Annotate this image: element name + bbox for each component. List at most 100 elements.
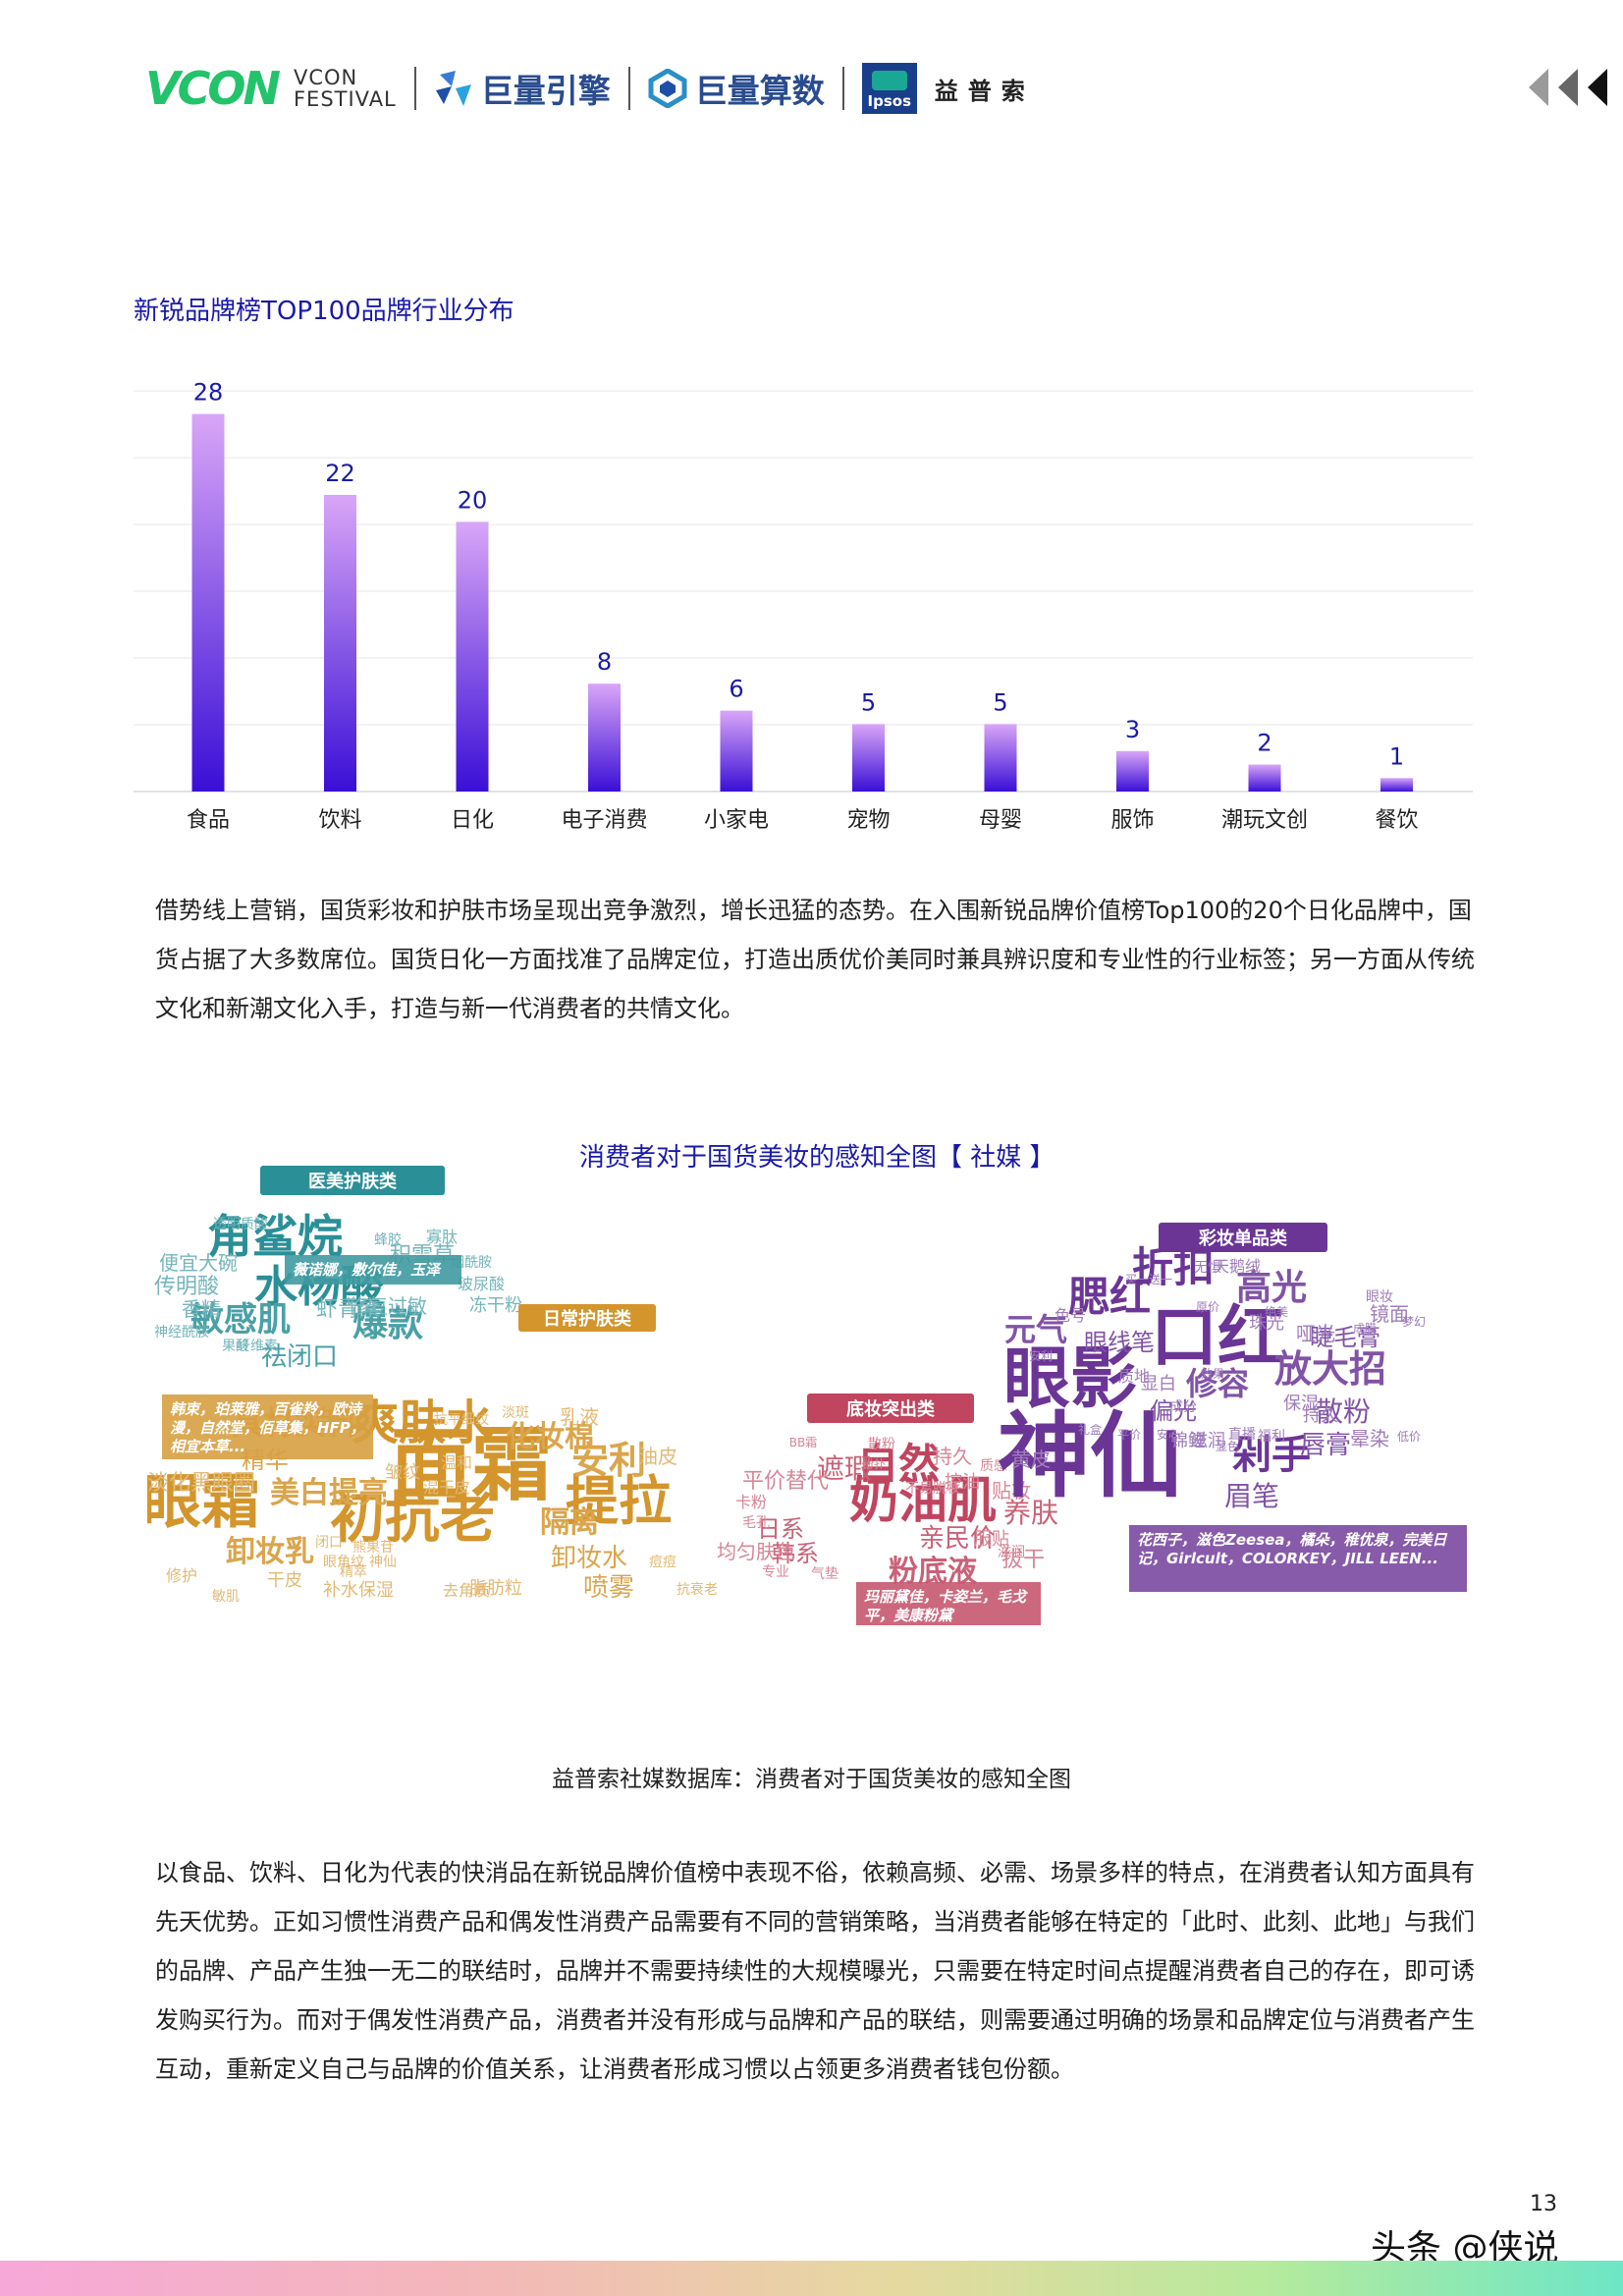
bar [324,494,356,792]
wordcloud-word: 提拉 [566,1470,672,1532]
back-arrows-icon [1529,69,1607,106]
vcon-text-line1: VCON [293,66,358,89]
wordcloud-word: 平价 [1117,1428,1141,1442]
wordcloud-word: 抗衰老 [676,1581,718,1598]
wordcloud-group-tag [1159,1223,1327,1252]
wordcloud-word: 买一送一 [1125,1272,1172,1286]
wordcloud-word: 散粉 [868,1437,895,1452]
wordcloud-word: 修容 [1185,1365,1249,1402]
wordcloud-word: 面霜 [391,1419,552,1512]
wordcloud-word: 滋润 [1190,1431,1225,1451]
wordcloud-word: 眼影 [1003,1340,1137,1418]
wordcloud-word: 贴妆 [992,1479,1031,1503]
wordcloud-word: 隔离 [540,1505,599,1540]
bar-value-label: 28 [193,379,224,407]
wordcloud-word: 直播 [1228,1426,1256,1443]
wordcloud-word: 日系 [757,1515,804,1543]
wordcloud-word: 安心 [1157,1427,1180,1442]
wordcloud-word: 抗平细纹 [434,1412,489,1428]
wordcloud-brand-box [856,1582,1041,1625]
wordcloud-word: 睫毛膏 [1310,1324,1380,1351]
wordcloud-word: 虾青素 [316,1297,381,1322]
wordcloud-word: 神仙 [369,1555,397,1570]
wordcloud-word: 服贴 [974,1529,1009,1550]
wordcloud-word: 持久 [1303,1405,1338,1426]
wordcloud-word: 冻干粉 [469,1295,522,1316]
wordcloud-word: 持久 [933,1445,972,1468]
wordcloud-title: 消费者对于国货美妆的感知全图【 社媒 】 [579,1143,1055,1173]
category-label: 日化 [451,808,494,833]
category-label: 宠物 [846,808,890,833]
wordcloud-word: 角鲨烷 [207,1210,343,1263]
wordcloud-word: 透明质酸 [213,1217,268,1232]
bar [1116,750,1149,792]
wordcloud-group-tag-label: 医美护肤类 [308,1171,398,1192]
wordcloud-word: 遮瑕 [817,1452,872,1485]
wordcloud-word: 不易脱妆 [905,1481,960,1497]
wordcloud-word: 眼角纹 [323,1555,364,1570]
wordcloud-word: 色号 [1055,1306,1086,1325]
category-label: 饮料 [318,808,361,833]
vcon-logo: VCON VCON FESTIVAL [145,62,397,115]
wordcloud-word: 成膜 [1353,1322,1377,1336]
wordcloud-word: 绝美 [1265,1304,1288,1319]
wordcloud-word: 油皮 [638,1445,677,1468]
wordcloud-brand-box [1129,1525,1467,1592]
wordcloud-word: 化妆棉 [506,1420,594,1454]
vcon-text-line2: FESTIVAL [293,87,397,111]
wordcloud-word: 梦幻 [1402,1315,1426,1329]
category-label: 电子消费 [561,808,647,833]
wordcloud-word: 痘痘 [649,1555,676,1570]
wordcloud-word: 韩系 [772,1540,819,1567]
wordcloud-word: 保湿 [1283,1394,1319,1414]
wordcloud-brand-text: 花西子，滋色Zeesea，橘朵，稚优泉，完美日记，Girlcult，COLORK… [1137,1531,1447,1567]
wordcloud-word: 卸妆水 [551,1544,627,1573]
wordcloud-word: 精萃 [340,1564,367,1580]
wordcloud-word: 显白 [1141,1374,1176,1394]
intro-paragraph: 借势线上营销，国货彩妆和护肤市场呈现出竞争激烈，增长迅猛的态势。在入围新锐品牌价… [155,897,1475,1022]
category-label: 食品 [187,808,230,833]
wordcloud-word: 修护 [166,1566,197,1585]
bar-value-label: 1 [1389,742,1404,770]
wordcloud-word: 亲民价 [919,1524,996,1554]
chart-title: 新锐品牌榜TOP100品牌行业分布 [134,297,514,326]
wordcloud-word: 修复过敏 [349,1294,427,1318]
wordcloud-brand-text: 玛丽黛佳，卡姿兰，毛戈平，美康粉黛 [864,1588,1028,1624]
wordcloud-group-tag [260,1166,445,1195]
wordcloud-word: 喷雾 [583,1573,634,1603]
wordcloud-word: 显色 [1216,1440,1239,1453]
wordcloud-word: 专业 [762,1564,789,1580]
bar [720,710,753,792]
industry-bar-chart: 28 食品 22 饮料 20 日化 8 电子消费 6 小家电 5 宠物 5 母婴 3 服饰 2 潮玩文创 1 餐饮 [134,379,1473,833]
wordcloud-word: 果酸 [222,1339,249,1354]
bar [588,683,621,792]
wordcloud-word: 干皮 [267,1570,302,1591]
wordcloud-word: 原价 [1196,1300,1219,1314]
bottom-gradient-bar [0,2261,1623,2296]
bar-value-label: 8 [597,648,612,676]
wordcloud-word: 眼线笔 [1084,1329,1155,1356]
wordcloud-word: 成分 [1169,1399,1197,1415]
vcon-festival-text: VCON FESTIVAL [294,67,397,110]
wordcloud-word: 剁手 [1232,1433,1311,1478]
page-number: 13 [1530,2192,1557,2216]
ocean-engine-text: 巨量引擎 [480,72,611,110]
wordcloud-word: 效果 [1201,1366,1224,1381]
wordcloud-word: 自然 [857,1440,940,1488]
ipsos-logo: Ipsos [861,63,917,114]
wordcloud-word: 散粉 [1316,1395,1371,1428]
ocean-engine-logo: 巨量引擎 [434,65,611,112]
wordcloud-word: 玻尿酸 [458,1275,505,1293]
category-label: 小家电 [704,808,769,833]
wordcloud-word: 安利 [1029,1348,1053,1363]
wordcloud-word: 口红 [1151,1299,1284,1377]
wordcloud-word: 敏感肌 [190,1300,291,1339]
wordcloud-word: 传明酸 [154,1275,219,1299]
wordcloud-group-tag [807,1394,974,1423]
wordcloud-word: 哑光 [1296,1322,1335,1345]
wordcloud-word: 闭口 [315,1535,343,1551]
wordcloud-word: 腮红 [1068,1273,1151,1321]
bar-value-label: 2 [1257,730,1271,757]
bar-value-label: 6 [729,676,743,703]
wordcloud-word: 高光 [1236,1268,1307,1308]
